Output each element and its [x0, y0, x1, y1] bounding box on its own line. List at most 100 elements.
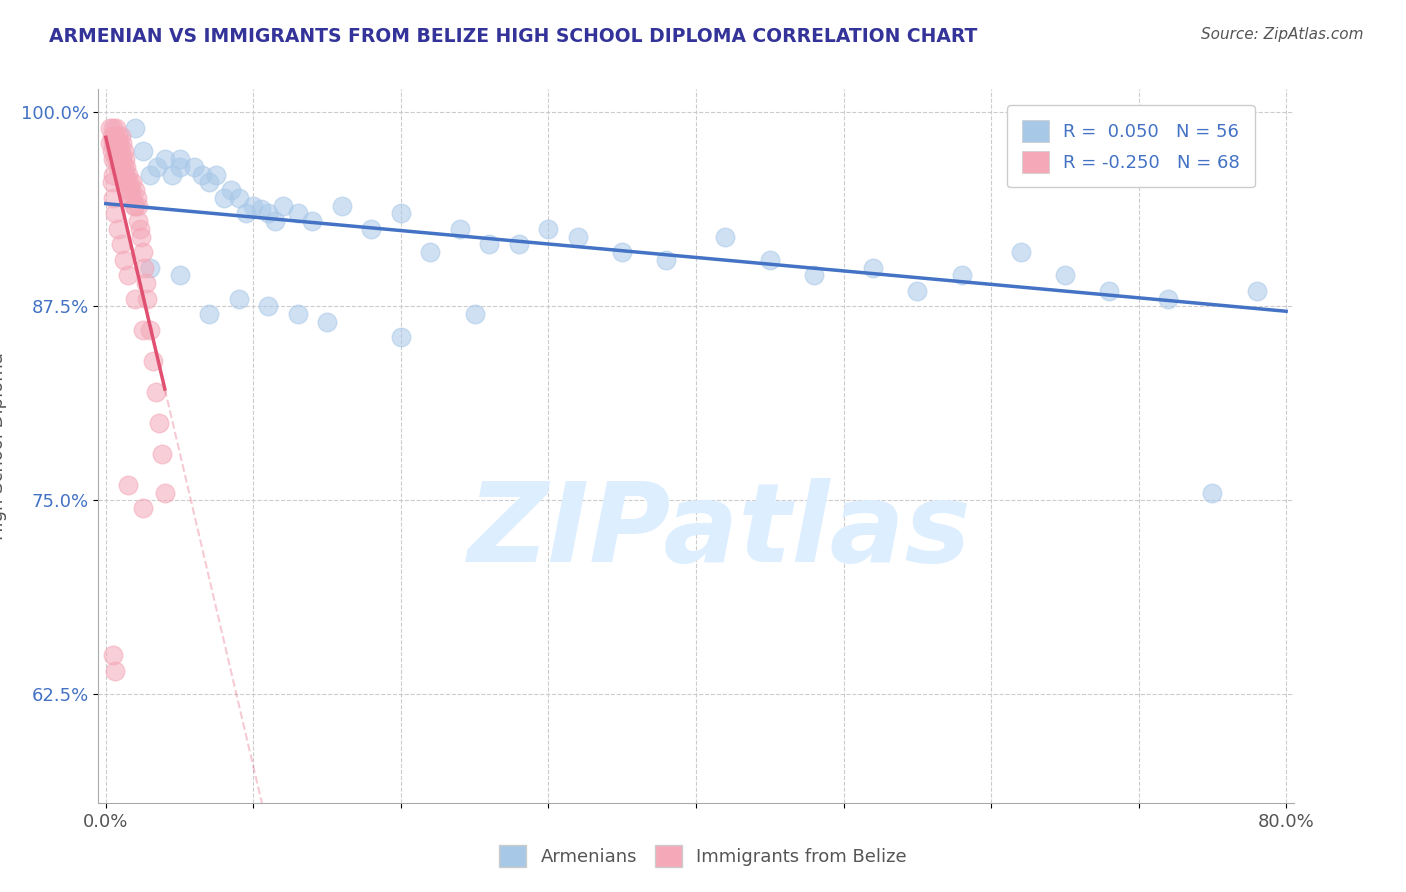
Point — [104, 128, 127, 143]
Point — [107, 128, 129, 143]
Point — [134, 260, 156, 275]
Point — [127, 198, 149, 212]
Point — [301, 214, 323, 228]
Point — [316, 315, 339, 329]
Point — [114, 152, 136, 166]
Point — [122, 198, 145, 212]
Point — [153, 152, 176, 166]
Point — [449, 222, 471, 236]
Point — [803, 268, 825, 283]
Point — [101, 152, 124, 166]
Point — [389, 330, 412, 344]
Point — [101, 191, 124, 205]
Point — [112, 160, 135, 174]
Point — [131, 501, 153, 516]
Point — [1201, 485, 1223, 500]
Point — [198, 175, 221, 189]
Point — [131, 323, 153, 337]
Point — [478, 237, 501, 252]
Point — [1246, 284, 1268, 298]
Point — [235, 206, 257, 220]
Point — [136, 292, 159, 306]
Point — [108, 152, 131, 166]
Point — [101, 648, 124, 663]
Point — [124, 120, 146, 135]
Point — [183, 160, 205, 174]
Point — [105, 152, 128, 166]
Point — [107, 145, 129, 159]
Point — [287, 307, 309, 321]
Point — [121, 191, 143, 205]
Point — [330, 198, 353, 212]
Point — [146, 160, 169, 174]
Point — [153, 485, 176, 500]
Point — [360, 222, 382, 236]
Point — [139, 323, 162, 337]
Point — [419, 245, 441, 260]
Point — [100, 175, 122, 189]
Point — [150, 447, 173, 461]
Point — [287, 206, 309, 220]
Point — [117, 168, 139, 182]
Point — [139, 260, 162, 275]
Point — [101, 168, 124, 182]
Point — [464, 307, 486, 321]
Point — [118, 191, 141, 205]
Point — [190, 168, 212, 182]
Point — [508, 237, 530, 252]
Point — [104, 206, 127, 220]
Point — [115, 175, 138, 189]
Point — [101, 136, 124, 151]
Point — [219, 183, 242, 197]
Point — [271, 198, 294, 212]
Point — [862, 260, 884, 275]
Point — [1230, 120, 1253, 135]
Point — [117, 183, 139, 197]
Point — [612, 245, 634, 260]
Point — [98, 120, 121, 135]
Point — [145, 384, 167, 399]
Text: ZIPatlas: ZIPatlas — [468, 478, 972, 585]
Point — [567, 229, 589, 244]
Point — [148, 416, 170, 430]
Point — [110, 145, 132, 159]
Point — [389, 206, 412, 220]
Point — [110, 237, 132, 252]
Point — [257, 206, 280, 220]
Point — [212, 191, 235, 205]
Point — [100, 145, 122, 159]
Point — [1053, 268, 1076, 283]
Point — [104, 145, 127, 159]
Point — [112, 252, 135, 267]
Point — [228, 292, 250, 306]
Point — [128, 222, 150, 236]
Point — [105, 136, 128, 151]
Point — [107, 160, 129, 174]
Point — [117, 268, 139, 283]
Point — [169, 268, 191, 283]
Point — [104, 664, 127, 678]
Text: ARMENIAN VS IMMIGRANTS FROM BELIZE HIGH SCHOOL DIPLOMA CORRELATION CHART: ARMENIAN VS IMMIGRANTS FROM BELIZE HIGH … — [49, 27, 977, 45]
Point — [101, 120, 124, 135]
Point — [169, 152, 191, 166]
Point — [117, 477, 139, 491]
Point — [905, 284, 928, 298]
Point — [264, 214, 287, 228]
Point — [112, 145, 135, 159]
Point — [124, 292, 146, 306]
Point — [714, 229, 737, 244]
Point — [1157, 292, 1180, 306]
Point — [100, 128, 122, 143]
Point — [950, 268, 973, 283]
Point — [110, 160, 132, 174]
Point — [758, 252, 780, 267]
Point — [242, 198, 264, 212]
Point — [112, 175, 135, 189]
Point — [124, 198, 146, 212]
Point — [107, 222, 129, 236]
Legend: R =  0.050   N = 56, R = -0.250   N = 68: R = 0.050 N = 56, R = -0.250 N = 68 — [1008, 105, 1254, 187]
Y-axis label: High School Diploma: High School Diploma — [0, 352, 7, 540]
Point — [160, 168, 183, 182]
Point — [118, 175, 141, 189]
Point — [98, 136, 121, 151]
